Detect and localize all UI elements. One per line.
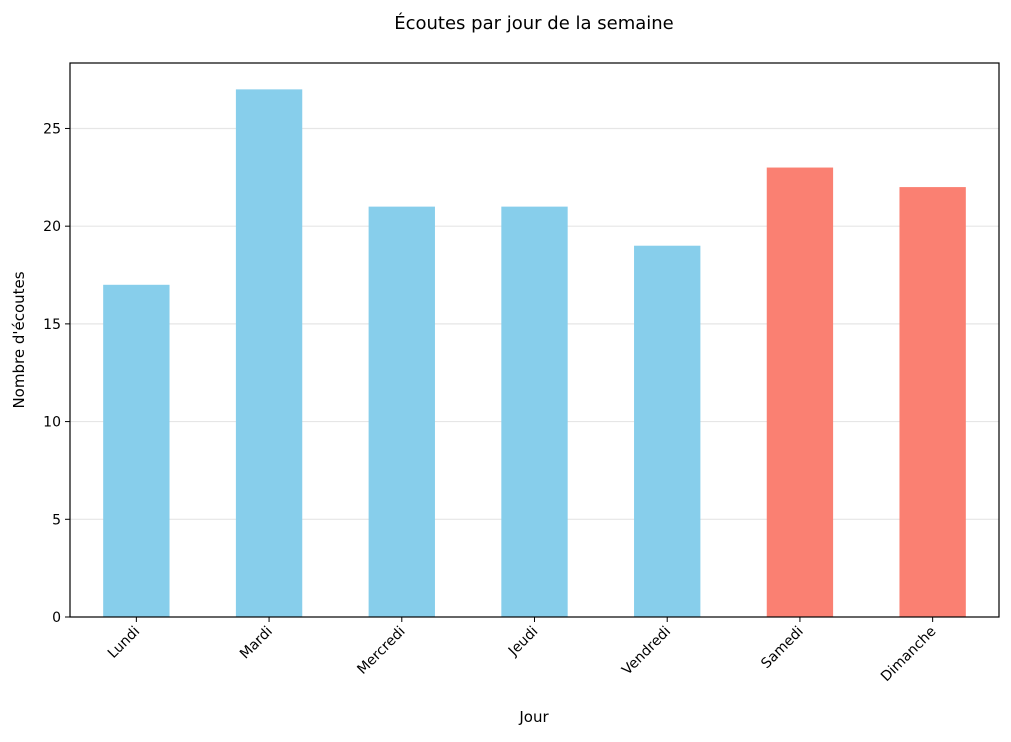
y-axis-label: Nombre d'écoutes (10, 271, 28, 408)
y-tick-label-15: 15 (43, 317, 61, 333)
chart-title: Écoutes par jour de la semaine (394, 12, 674, 34)
x-tick-label-lundi: Lundi (105, 624, 143, 662)
x-tick-label-dimanche: Dimanche (878, 624, 939, 685)
y-tick-label-20: 20 (43, 219, 61, 235)
bar-dimanche (899, 187, 966, 617)
x-tick-label-jeudi: Jeudi (505, 624, 541, 660)
bar-samedi (766, 167, 834, 617)
x-tick-label-mercredi: Mercredi (354, 624, 408, 678)
y-tick-label-10: 10 (43, 415, 61, 431)
y-axis-ticks: 0 5 10 15 20 25 (43, 121, 70, 626)
x-tick-label-mardi: Mardi (237, 624, 276, 663)
bar-lundi (103, 284, 170, 617)
y-tick-label-0: 0 (52, 610, 61, 626)
y-tick-label-5: 5 (52, 512, 61, 528)
bar-mercredi (368, 206, 435, 617)
x-axis-label: Jour (518, 708, 549, 726)
bar-vendredi (634, 245, 701, 617)
x-tick-label-vendredi: Vendredi (619, 624, 674, 679)
bar-mardi (235, 89, 303, 617)
x-tick-label-samedi: Samedi (758, 624, 806, 672)
y-tick-label-25: 25 (43, 121, 61, 137)
bars (103, 89, 966, 617)
bar-jeudi (501, 206, 568, 617)
x-axis-ticks: Lundi Mardi Mercredi Jeudi Vendredi Samedi Dim… (105, 617, 939, 685)
